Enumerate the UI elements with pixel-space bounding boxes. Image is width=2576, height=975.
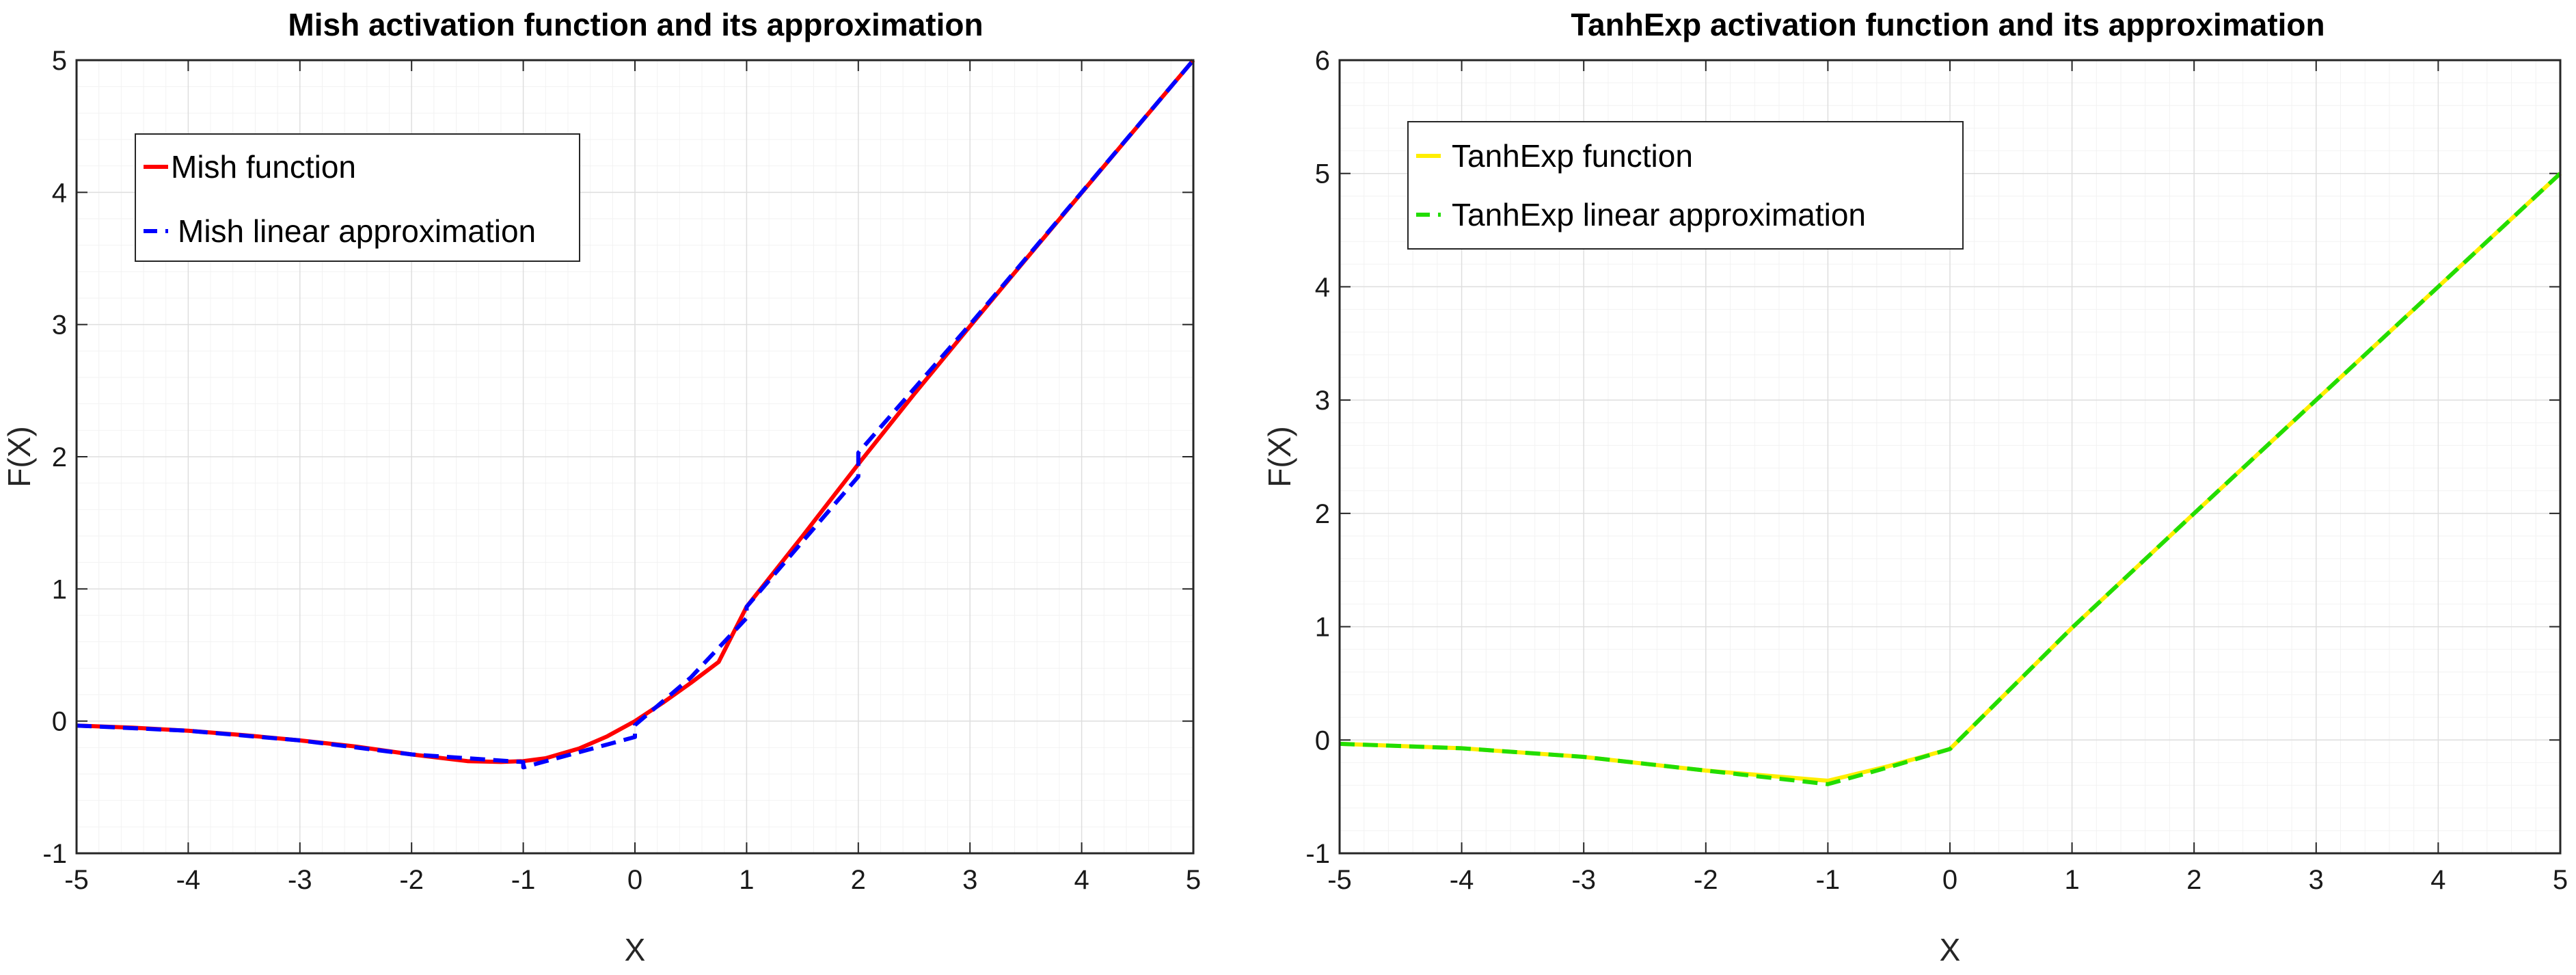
y-tick-label: 3 (52, 310, 67, 340)
chart-mish: Mish activation function and its approxi… (1, 7, 1201, 967)
x-tick-label: 5 (1186, 865, 1201, 895)
legend-label-tanhexp-approx: TanhExp linear approximation (1452, 197, 1866, 232)
x-tick-label: 0 (1942, 865, 1957, 895)
series-line-tanhexp-linear-approximation (1339, 172, 2562, 786)
legend-box (135, 133, 580, 262)
series-lines (1339, 172, 2562, 786)
y-tick-label: 2 (52, 442, 67, 472)
y-axis-label: F(X) (1262, 426, 1297, 487)
y-tick-label: 0 (52, 707, 67, 737)
x-axis-label: X (625, 932, 646, 967)
chart-title: TanhExp activation function and its appr… (1571, 7, 2324, 42)
plot-frame (1338, 59, 2562, 855)
y-axis-label: F(X) (1, 426, 37, 487)
y-tick-label: 1 (52, 574, 67, 604)
x-tick-label: -5 (64, 865, 89, 895)
series-lines (76, 59, 1195, 770)
legend: Mish function Mish linear approximation (135, 133, 580, 262)
y-tick-label: 3 (1315, 386, 1330, 416)
y-tick-label: 1 (1315, 613, 1330, 643)
series-line-mish-linear-approximation (76, 59, 1195, 770)
x-tick-label: -3 (1571, 865, 1596, 895)
x-tick-label: 2 (851, 865, 866, 895)
legend: TanhExp function TanhExp linear approxim… (1407, 121, 1964, 250)
y-tick-label: -1 (1305, 839, 1330, 869)
y-tick-label: 5 (52, 46, 67, 76)
y-tick-label: 5 (1315, 159, 1330, 189)
x-tick-label: 5 (2553, 865, 2568, 895)
x-tick-label: -1 (511, 865, 536, 895)
y-tick-label: 2 (1315, 499, 1330, 529)
x-tick-label: 2 (2186, 865, 2201, 895)
x-tick-label: 1 (739, 865, 754, 895)
x-tick-label: -1 (1816, 865, 1841, 895)
legend-label-mish-approx: Mish linear approximation (178, 213, 536, 249)
y-tick-label: 6 (1315, 46, 1330, 76)
x-tick-label: 4 (2430, 865, 2445, 895)
tick-labels: -5 -4 -3 -2 -1 0 1 2 3 4 5 -1 0 1 2 3 4 5 6 (1305, 46, 2568, 895)
x-tick-label: -2 (399, 865, 424, 895)
x-tick-label: 0 (627, 865, 642, 895)
legend-label-tanhexp-function: TanhExp function (1452, 138, 1693, 174)
x-tick-label: -4 (176, 865, 201, 895)
x-tick-label: 3 (962, 865, 977, 895)
y-tick-label: 4 (1315, 272, 1330, 302)
plot-frame (75, 59, 1195, 855)
x-tick-label: 1 (2064, 865, 2079, 895)
y-tick-label: 4 (52, 178, 67, 208)
chart-tanhexp: TanhExp activation function and its appr… (1262, 7, 2568, 967)
x-tick-label: -5 (1327, 865, 1352, 895)
x-tick-label: 4 (1074, 865, 1089, 895)
x-tick-label: -3 (288, 865, 312, 895)
x-axis-label: X (1940, 932, 1961, 967)
y-tick-label: -1 (42, 839, 67, 869)
x-tick-label: -2 (1694, 865, 1718, 895)
legend-box (1407, 121, 1964, 250)
x-tick-label: 3 (2309, 865, 2324, 895)
x-tick-label: -4 (1450, 865, 1474, 895)
legend-label-mish-function: Mish function (171, 149, 356, 185)
y-tick-label: 0 (1315, 725, 1330, 756)
chart-title: Mish activation function and its approxi… (288, 7, 983, 42)
